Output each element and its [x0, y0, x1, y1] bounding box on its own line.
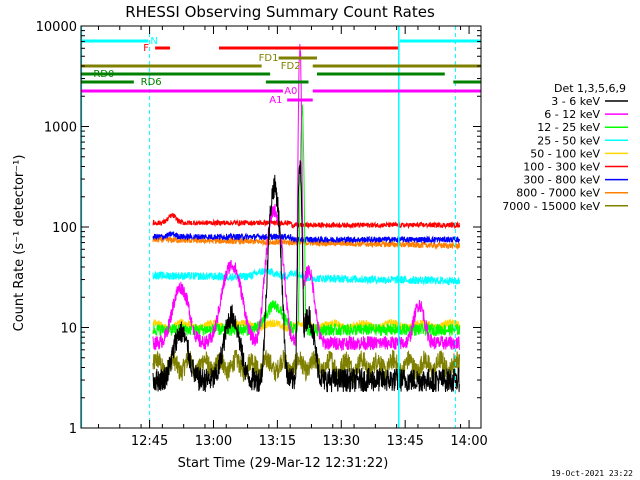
flag-label-FD2: FD2 — [281, 61, 301, 72]
y-tick-label: 1000 — [44, 121, 77, 136]
x-tick-label: 14:00 — [450, 434, 487, 449]
x-tick-label: 12:45 — [131, 434, 168, 449]
x-tick-label: 13:00 — [195, 434, 232, 449]
series-line-s100_300-1 — [192, 218, 461, 230]
series-line-s12_25-0 — [152, 323, 193, 336]
series-line-s3_6-1 — [192, 160, 460, 393]
series-s3_6 — [152, 160, 460, 393]
legend-entry-s7000_15000: 7000 - 15000 keV — [502, 200, 600, 213]
legend-entry-s300_800: 300 - 800 keV — [523, 174, 600, 187]
chart-title: RHESSI Observing Summary Count Rates — [125, 3, 435, 21]
series-line-s25_50-0 — [152, 270, 193, 281]
series-s300_800 — [152, 231, 461, 245]
series-s6_12 — [152, 43, 461, 352]
timestamp: 19-Oct-2021 23:22 — [551, 469, 633, 478]
legend-entry-s50_100: 50 - 100 keV — [530, 147, 600, 160]
legend-entry-s800_7000: 800 - 7000 keV — [516, 187, 600, 200]
series-line-s3_6-0 — [152, 321, 193, 392]
legend-entry-s3_6: 3 - 6 keV — [551, 95, 600, 108]
x-axis-label: Start Time (29-Mar-12 12:31:22) — [178, 456, 389, 471]
y-tick-label: 10 — [60, 322, 77, 337]
series-line-s100_300-0 — [152, 212, 193, 226]
series-line-s300_800-1 — [192, 232, 461, 245]
y-axis-label: Count Rate (s⁻¹ detector⁻¹) — [12, 155, 27, 332]
x-tick-label: 13:30 — [323, 434, 360, 449]
x-tick-label: 13:45 — [386, 434, 423, 449]
series-s7000_15000 — [152, 349, 461, 384]
legend-title: Det 1,3,5,6,9 — [554, 82, 626, 95]
flag-label-RD0: RD0 — [93, 69, 114, 80]
y-tick-label: 100 — [52, 221, 77, 236]
series-layer — [152, 43, 461, 393]
flag-label-N: N — [150, 36, 157, 47]
y-tick-label: 1 — [69, 422, 77, 437]
legend-entry-s100_300: 100 - 300 keV — [523, 161, 600, 174]
series-line-s300_800-0 — [152, 231, 193, 241]
y-tick-label: 10000 — [36, 20, 77, 35]
legend-entry-s12_25: 12 - 25 keV — [537, 121, 600, 134]
series-line-s6_12-1 — [192, 43, 461, 352]
flag-label-RD6: RD6 — [141, 77, 162, 88]
axis-layer: 1 10 100 1000 10000 12:45 13:00 13:15 13:30 13:45… — [36, 20, 488, 449]
flag-label-A0: A0 — [284, 86, 297, 97]
series-line-s7000_15000-1 — [192, 349, 461, 384]
flag-label-FD1: FD1 — [259, 53, 279, 64]
flag-label-A1: A1 — [269, 95, 282, 106]
series-line-s7000_15000-0 — [152, 350, 193, 382]
x-tick-label: 13:15 — [259, 434, 296, 449]
legend-entry-s6_12: 6 - 12 keV — [544, 108, 600, 121]
legend-entry-s25_50: 25 - 50 keV — [537, 134, 600, 147]
series-s100_300 — [152, 212, 461, 230]
series-line-s6_12-0 — [152, 281, 193, 350]
flag-label-F: F — [143, 43, 149, 54]
